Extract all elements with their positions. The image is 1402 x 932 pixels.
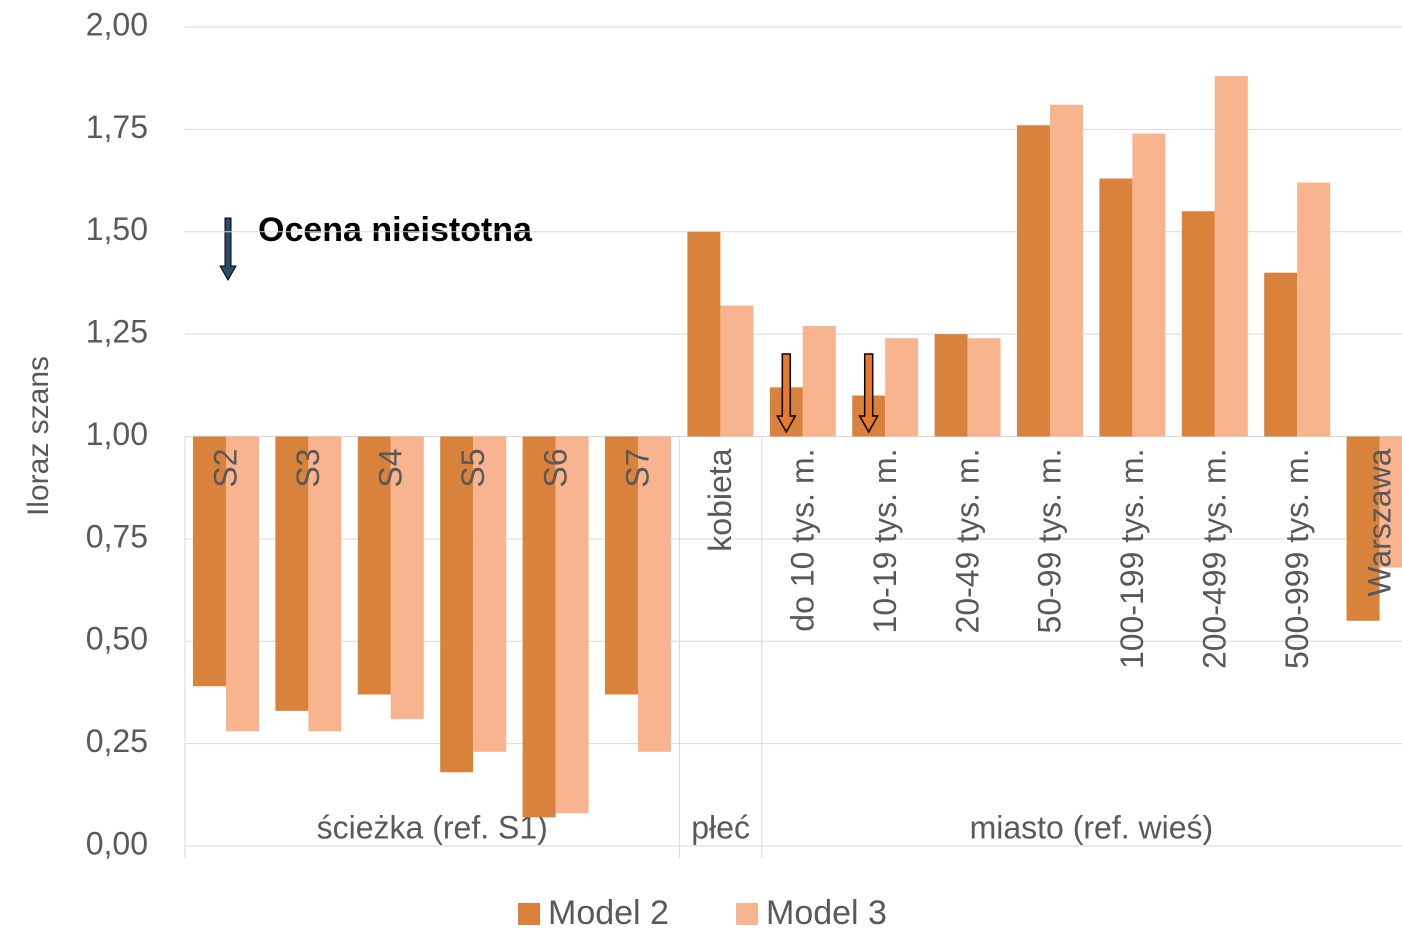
y-axis-label: Iloraz szans <box>22 356 55 516</box>
bar <box>1297 182 1331 437</box>
bar <box>1264 272 1298 437</box>
x-tick-label: Warszawa <box>1361 448 1397 596</box>
x-tick-label: 200-499 tys. m. <box>1196 449 1232 670</box>
bar <box>357 436 391 695</box>
bar <box>1050 104 1083 437</box>
bar <box>605 436 638 695</box>
bar <box>802 325 836 437</box>
bar <box>390 436 424 720</box>
group-label: miasto (ref. wieś) <box>970 809 1214 845</box>
bar <box>638 436 671 752</box>
bar <box>440 436 474 773</box>
x-tick-label: do 10 tys. m. <box>784 449 820 632</box>
annotation: Ocena nieistotna <box>258 211 533 249</box>
bar <box>555 436 589 814</box>
bar <box>308 436 342 732</box>
insignificance-arrow <box>858 353 879 434</box>
bar <box>1379 436 1402 568</box>
bar <box>1214 76 1248 437</box>
x-tick-label: 20-49 tys. m. <box>949 449 985 634</box>
bar <box>1181 211 1215 437</box>
bar <box>967 338 1001 437</box>
bar <box>522 436 556 818</box>
x-tick-label: 500-999 tys. m. <box>1279 449 1315 670</box>
x-tick-label: kobieta <box>702 448 738 551</box>
y-tick-label: 1,00 <box>86 416 148 452</box>
x-tick-label: S3 <box>290 449 326 488</box>
legend-label: Model 3 <box>766 894 887 932</box>
bar <box>687 231 721 437</box>
y-tick-label: 0,50 <box>86 621 148 657</box>
x-tick-label: S2 <box>208 449 244 488</box>
x-tick-label: 50-99 tys. m. <box>1032 449 1068 634</box>
bar <box>720 305 754 437</box>
x-tick-label: S5 <box>455 449 491 488</box>
x-tick-label: S4 <box>372 449 408 488</box>
bar <box>1099 178 1133 437</box>
insignificance-arrow <box>776 353 797 434</box>
legend-swatch <box>518 903 540 925</box>
bar <box>934 334 968 437</box>
x-tick-label: 100-199 tys. m. <box>1114 449 1150 670</box>
x-tick-label: S7 <box>620 449 656 488</box>
group-label: ścieżka (ref. S1) <box>317 809 548 845</box>
x-tick-label: S6 <box>537 449 573 488</box>
bar <box>1346 436 1380 621</box>
legend-label: Model 2 <box>548 894 669 932</box>
bar <box>885 338 919 437</box>
bar <box>275 436 309 711</box>
bar <box>1017 125 1050 437</box>
y-tick-label: 0,00 <box>86 825 148 861</box>
x-tick-label: 10-19 tys. m. <box>867 449 903 634</box>
bar <box>193 436 226 687</box>
group-label: płeć <box>691 809 750 845</box>
y-tick-label: 0,25 <box>86 723 148 759</box>
bar <box>226 436 259 732</box>
bar <box>1132 133 1166 437</box>
y-tick-label: 2,00 <box>86 6 148 42</box>
bar <box>473 436 507 752</box>
y-tick-label: 0,75 <box>86 518 148 554</box>
annotation-arrow <box>219 217 237 282</box>
legend-swatch <box>736 903 758 925</box>
y-tick-label: 1,50 <box>86 211 148 247</box>
y-tick-label: 1,75 <box>86 109 148 145</box>
y-tick-label: 1,25 <box>86 314 148 350</box>
